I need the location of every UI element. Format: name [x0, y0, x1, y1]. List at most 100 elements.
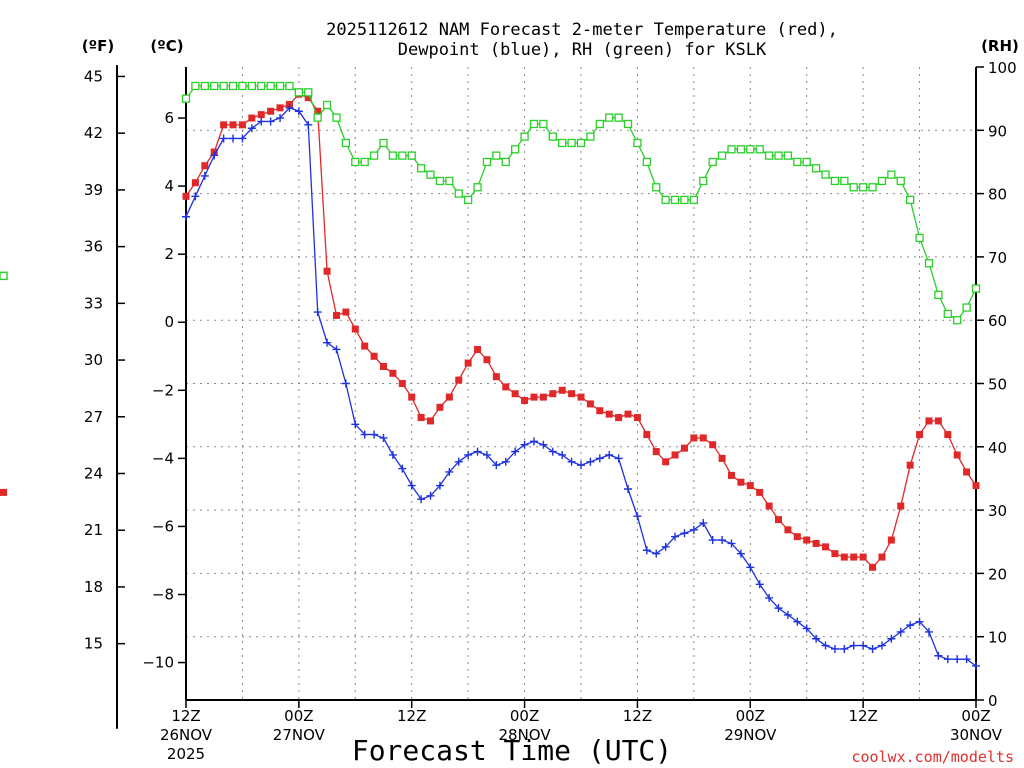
- rh-point: [520, 132, 529, 141]
- fahrenheit-unit-label: (ºF): [82, 37, 114, 55]
- rh-point: [511, 145, 520, 154]
- temperature-point: [220, 121, 228, 129]
- temperature-point: [568, 390, 576, 398]
- celsius-tick-label: −6: [152, 517, 174, 535]
- dewpoint-point: [972, 661, 980, 670]
- dewpoint-point: [962, 655, 971, 664]
- temperature-point: [803, 536, 811, 544]
- dewpoint-point: [586, 457, 595, 466]
- data-series: [0, 81, 981, 670]
- series-rh: [0, 81, 981, 325]
- temperature-point: [511, 390, 519, 398]
- dewpoint-point: [868, 644, 877, 653]
- dewpoint-point: [605, 450, 614, 459]
- axes: 45423936333027242118156420−2−4−6−8−10100…: [84, 59, 1017, 763]
- dewpoint-point: [426, 491, 435, 500]
- dewpoint-point: [661, 542, 670, 551]
- temperature-point: [709, 441, 717, 449]
- temperature-point: [474, 345, 482, 353]
- rh-point: [821, 170, 830, 179]
- dewpoint-point: [595, 454, 604, 463]
- dewpoint-point: [567, 457, 576, 466]
- temperature-point: [699, 434, 707, 442]
- rh-tick-label: 10: [988, 629, 1007, 647]
- rh-point: [915, 233, 924, 243]
- dewpoint-point: [812, 634, 821, 643]
- dewpoint-point: [285, 103, 294, 112]
- rh-point: [840, 176, 849, 186]
- x-tick-year-label: 2025: [167, 745, 205, 763]
- dewpoint-point: [830, 644, 839, 653]
- x-tick-time-label: 00Z: [736, 707, 765, 725]
- rh-tick-label: 70: [988, 249, 1007, 267]
- temperature-point: [944, 431, 952, 439]
- temperature-point: [521, 397, 529, 405]
- temperature-point: [793, 533, 801, 541]
- dewpoint-point: [802, 624, 811, 633]
- celsius-tick-label: 0: [164, 313, 174, 331]
- dewpoint-point: [934, 651, 943, 660]
- dewpoint-point: [821, 641, 830, 650]
- temperature-point: [586, 400, 594, 408]
- rh-point: [275, 81, 285, 91]
- dewpoint-point: [689, 525, 698, 534]
- temperature-point: [332, 311, 340, 319]
- dewpoint-point: [614, 454, 623, 463]
- dewpoint-point: [783, 610, 792, 619]
- rh-point: [764, 151, 774, 160]
- rh-point: [670, 195, 680, 205]
- dewpoint-point: [943, 655, 952, 664]
- temperature-point: [784, 526, 792, 534]
- rh-point: [266, 81, 275, 91]
- rh-point: [238, 81, 247, 91]
- temperature-point: [652, 448, 660, 456]
- dewpoint-point: [915, 617, 924, 626]
- dewpoint-point: [313, 308, 322, 317]
- temperature-point: [746, 482, 754, 490]
- rh-point: [717, 151, 727, 160]
- rh-tick-label: 40: [988, 439, 1007, 457]
- temperature-point: [775, 516, 782, 524]
- temperature-point: [464, 359, 472, 367]
- temperature-point: [530, 393, 538, 401]
- rh-point: [482, 157, 492, 167]
- fahrenheit-tick-label: 45: [84, 67, 103, 85]
- dewpoint-point: [718, 536, 727, 545]
- fahrenheit-tick-label: 21: [84, 521, 103, 539]
- dewpoint-point: [304, 120, 313, 129]
- rh-point: [727, 145, 736, 154]
- rh-point: [689, 195, 699, 205]
- rh-tick-label: 80: [988, 186, 1007, 204]
- rh-point: [360, 157, 369, 167]
- dewpoint-point: [398, 464, 407, 473]
- rh-point: [755, 145, 764, 154]
- rh-point: [463, 195, 473, 205]
- temperature-point: [822, 543, 830, 551]
- temperature-point: [577, 393, 585, 401]
- celsius-tick-label: 6: [164, 109, 174, 127]
- rh-point: [548, 132, 557, 141]
- dewpoint-point: [529, 437, 538, 446]
- x-tick-time-label: 12Z: [397, 707, 426, 725]
- temperature-point: [737, 478, 745, 486]
- rh-point: [435, 176, 445, 186]
- rh-tick-label: 100: [988, 59, 1017, 77]
- temperature-point: [417, 414, 425, 422]
- series-dewpoint: [182, 103, 980, 670]
- rh-point: [398, 151, 407, 160]
- rh-point: [558, 138, 567, 148]
- temperature-point: [859, 553, 867, 561]
- temperature-point: [361, 342, 369, 350]
- temperature-point: [671, 451, 679, 459]
- rh-point: [830, 176, 840, 186]
- dewpoint-point: [520, 440, 529, 449]
- rh-point: [304, 88, 313, 97]
- celsius-tick-label: 2: [164, 245, 174, 263]
- dewpoint-point: [379, 433, 388, 442]
- temperature-point: [953, 451, 961, 459]
- temperature-point: [925, 417, 933, 425]
- dewpoint-point: [896, 627, 905, 636]
- rh-point: [388, 151, 398, 160]
- dewpoint-point: [435, 481, 444, 490]
- rh-point: [652, 183, 661, 192]
